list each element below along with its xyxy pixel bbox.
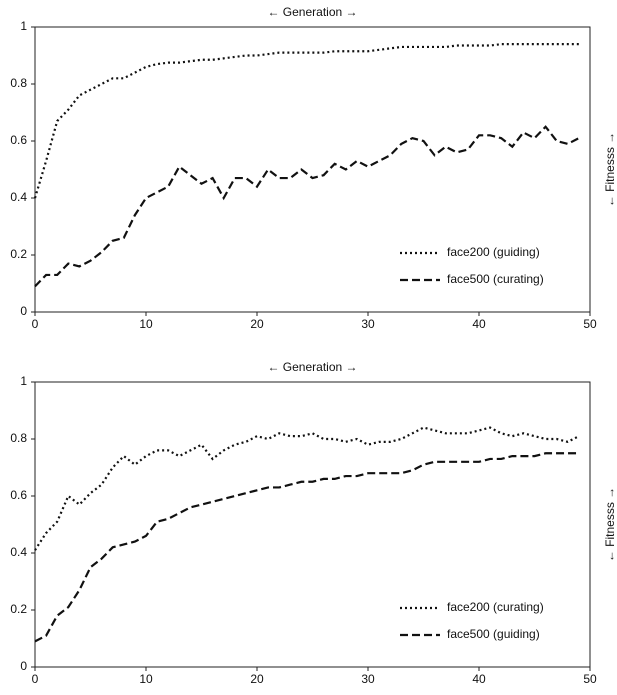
x-axis-label: ← Generation → (267, 360, 357, 374)
x-tick-label: 20 (250, 672, 264, 686)
series-line (33, 43, 579, 199)
y-tick-label: 0.4 (10, 190, 27, 204)
y-tick-label: 0.6 (10, 133, 27, 147)
x-tick-label: 40 (472, 317, 486, 331)
y-tick-label: 0.2 (10, 247, 27, 261)
x-tick-label: 50 (583, 317, 597, 331)
series-line (34, 125, 580, 288)
x-tick-label: 20 (250, 317, 264, 331)
x-tick-label: 10 (139, 317, 153, 331)
y-tick-label: 0 (20, 659, 27, 673)
x-tick-label: 0 (32, 672, 39, 686)
y-axis-label: ← Fitnesss → (603, 132, 617, 207)
x-axis-label: ← Generation → (267, 5, 357, 19)
legend-label: face500 (curating) (447, 272, 544, 286)
legend-label: face500 (guiding) (447, 627, 540, 641)
y-tick-label: 0.8 (10, 76, 27, 90)
y-tick-label: 0.6 (10, 488, 27, 502)
chart-panel: ← Generation → ← Fitnesss → 0 0.2 0.4 0.6 0.8 1… (10, 360, 617, 686)
y-tick-label: 1 (20, 19, 27, 33)
y-axis-label: ← Fitnesss → (603, 487, 617, 562)
chart-panel: ← Generation → ← Fitnesss → 0 0.2 0.4 0.6 0.8 1… (10, 5, 617, 331)
plot-frame (34, 381, 591, 668)
y-tick-label: 0.8 (10, 431, 27, 445)
y-tick-label: 0.2 (10, 602, 27, 616)
x-tick-label: 30 (361, 672, 375, 686)
plot-frame (34, 26, 591, 313)
x-tick-label: 30 (361, 317, 375, 331)
y-tick-label: 1 (20, 374, 27, 388)
y-tick-label: 0.4 (10, 545, 27, 559)
x-tick-label: 0 (32, 317, 39, 331)
legend-label: face200 (curating) (447, 600, 544, 614)
x-tick-label: 50 (583, 672, 597, 686)
y-tick-label: 0 (20, 304, 27, 318)
series-line (34, 426, 580, 551)
x-tick-label: 40 (472, 672, 486, 686)
x-tick-label: 10 (139, 672, 153, 686)
series-line (34, 452, 579, 643)
legend-label: face200 (guiding) (447, 245, 540, 259)
